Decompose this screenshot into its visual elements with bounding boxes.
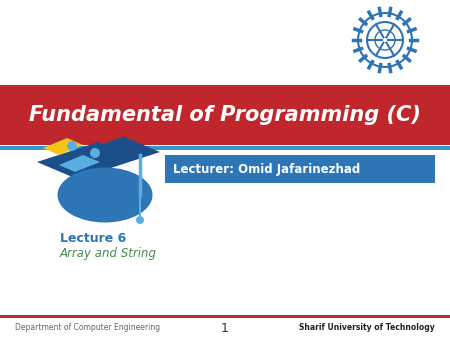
Text: Lecturer: Omid Jafarinezhad: Lecturer: Omid Jafarinezhad xyxy=(173,163,360,175)
Circle shape xyxy=(136,216,144,224)
Text: Lecture 6: Lecture 6 xyxy=(60,232,126,244)
Bar xyxy=(0,85,450,145)
Bar xyxy=(0,146,450,150)
Polygon shape xyxy=(43,138,83,155)
Text: Array and String: Array and String xyxy=(60,246,157,260)
Polygon shape xyxy=(37,135,160,179)
Bar xyxy=(0,315,450,318)
Circle shape xyxy=(90,148,100,158)
Text: 1: 1 xyxy=(221,321,229,335)
Polygon shape xyxy=(85,125,130,144)
Polygon shape xyxy=(59,155,100,172)
Text: Fundamental of Programming (C): Fundamental of Programming (C) xyxy=(29,105,421,125)
Circle shape xyxy=(67,141,77,151)
Text: Sharif University of Technology: Sharif University of Technology xyxy=(299,323,435,333)
Text: Department of Computer Engineering: Department of Computer Engineering xyxy=(15,323,160,333)
Bar xyxy=(165,155,435,183)
Ellipse shape xyxy=(58,168,153,222)
